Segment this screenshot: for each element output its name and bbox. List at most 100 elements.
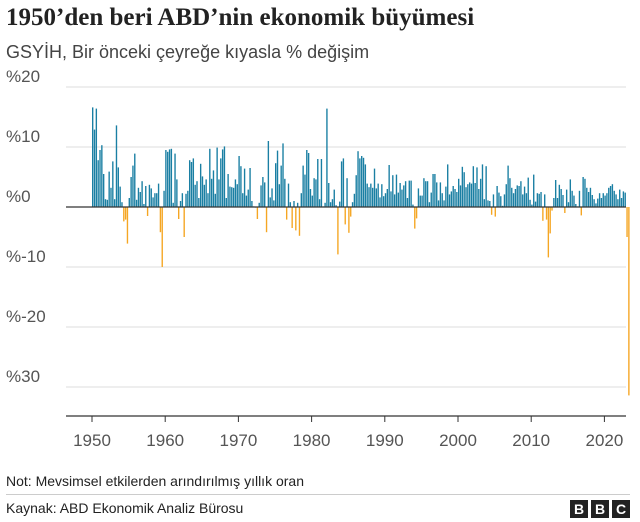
x-tick-label: 1990	[366, 431, 404, 450]
gdp-bar	[346, 178, 348, 207]
gdp-bar	[361, 156, 363, 207]
gdp-bar	[393, 194, 396, 207]
gdp-bar	[564, 207, 566, 213]
y-tick-label: %-20	[6, 307, 46, 326]
gdp-bar	[159, 207, 162, 233]
gdp-bar	[163, 190, 165, 207]
gdp-bar	[509, 178, 511, 207]
gdp-bar	[141, 181, 143, 207]
gdp-bar	[511, 187, 513, 207]
gdp-bar	[533, 174, 535, 207]
gdp-bar	[379, 197, 381, 207]
gdp-bar	[318, 199, 321, 207]
gdp-bar	[357, 151, 359, 207]
gdp-bar	[609, 186, 612, 207]
gdp-bar	[571, 190, 573, 207]
gdp-bar	[262, 177, 264, 207]
gdp-bar	[123, 207, 125, 222]
gdp-bar	[364, 164, 367, 207]
gdp-bar	[117, 167, 119, 207]
gdp-bar	[597, 198, 599, 207]
gdp-bar	[359, 158, 361, 207]
gdp-bar	[432, 174, 434, 207]
gdp-bar	[558, 184, 561, 207]
gdp-bar	[500, 196, 502, 207]
x-tick-label: 2010	[512, 431, 550, 450]
gdp-bar	[167, 151, 169, 207]
gdp-bar	[463, 172, 465, 207]
gdp-bar	[227, 174, 229, 207]
y-tick-label: %-10	[6, 247, 46, 266]
gdp-bar	[326, 108, 328, 207]
gdp-bar	[560, 189, 562, 207]
gdp-bar	[337, 207, 339, 255]
gdp-bar	[448, 194, 451, 207]
gdp-bar	[93, 129, 96, 207]
gdp-bar	[267, 141, 270, 207]
gdp-bar	[620, 198, 623, 207]
gdp-bar	[150, 188, 152, 207]
gdp-bar	[567, 202, 570, 207]
gdp-bar	[443, 200, 445, 207]
gdp-bar	[152, 197, 154, 207]
gdp-bar	[188, 160, 191, 207]
x-tick-label: 2020	[585, 431, 623, 450]
gdp-bar	[554, 180, 557, 207]
gdp-bar	[335, 205, 337, 207]
gdp-bar	[340, 161, 343, 207]
gdp-bar	[249, 168, 251, 207]
gdp-growth-chart: %20 %10 %0 %-10 %-20 %30 1950 1960 1970 1980 1990…	[6, 67, 630, 450]
gdp-bar	[492, 194, 495, 207]
gdp-bar	[245, 195, 248, 207]
gdp-bar	[628, 207, 630, 396]
gdp-bar	[212, 170, 215, 207]
gdp-bar	[503, 194, 506, 207]
gdp-bar	[271, 188, 273, 207]
chart-title: 1950’den beri ABD’nin ekonomik büyümesi	[6, 4, 475, 31]
gdp-bar	[505, 184, 507, 207]
x-tick-label: 1970	[219, 431, 257, 450]
gdp-bar	[229, 186, 231, 207]
y-tick-label: %30	[6, 367, 40, 386]
gdp-bar	[608, 187, 610, 207]
gdp-bar	[315, 179, 317, 207]
gdp-bar	[106, 199, 109, 207]
gdp-bar	[273, 200, 275, 207]
gdp-bar	[313, 178, 315, 207]
gdp-bar	[320, 159, 323, 207]
gdp-bar	[586, 187, 588, 207]
gdp-bar	[489, 201, 491, 207]
gdp-bar	[220, 158, 222, 207]
gdp-bar	[406, 198, 409, 207]
gdp-bar	[291, 207, 293, 228]
gdp-bar	[199, 163, 202, 207]
y-tick-label: %0	[6, 187, 31, 206]
gdp-bar	[104, 199, 107, 207]
gdp-bar	[452, 186, 454, 207]
gdp-bar	[382, 196, 385, 207]
gdp-bar	[192, 158, 195, 207]
gdp-bar	[425, 181, 427, 207]
gdp-bar	[624, 192, 626, 207]
gdp-bar	[221, 149, 224, 207]
gdp-bar	[329, 202, 332, 207]
gdp-bar	[536, 193, 539, 207]
gdp-bar	[304, 174, 306, 207]
gdp-bar	[218, 179, 220, 207]
gdp-bar	[278, 184, 281, 207]
gdp-bar	[483, 199, 485, 207]
gdp-bar	[124, 207, 127, 220]
gdp-bar	[421, 195, 423, 207]
gdp-bar	[296, 202, 299, 207]
gdp-bar	[553, 198, 555, 207]
gdp-bar	[478, 189, 480, 207]
gdp-bar	[401, 189, 403, 207]
gdp-bar	[426, 181, 429, 207]
gdp-bar	[591, 195, 593, 207]
gdp-bar	[216, 147, 218, 207]
gdp-bar	[437, 200, 440, 207]
y-tick-label: %20	[6, 67, 40, 86]
gdp-bar	[307, 153, 310, 207]
x-tick-labels: 1950 1960 1970 1980 1990 2000 2010 2020	[73, 431, 623, 450]
gdp-bar	[344, 207, 346, 225]
